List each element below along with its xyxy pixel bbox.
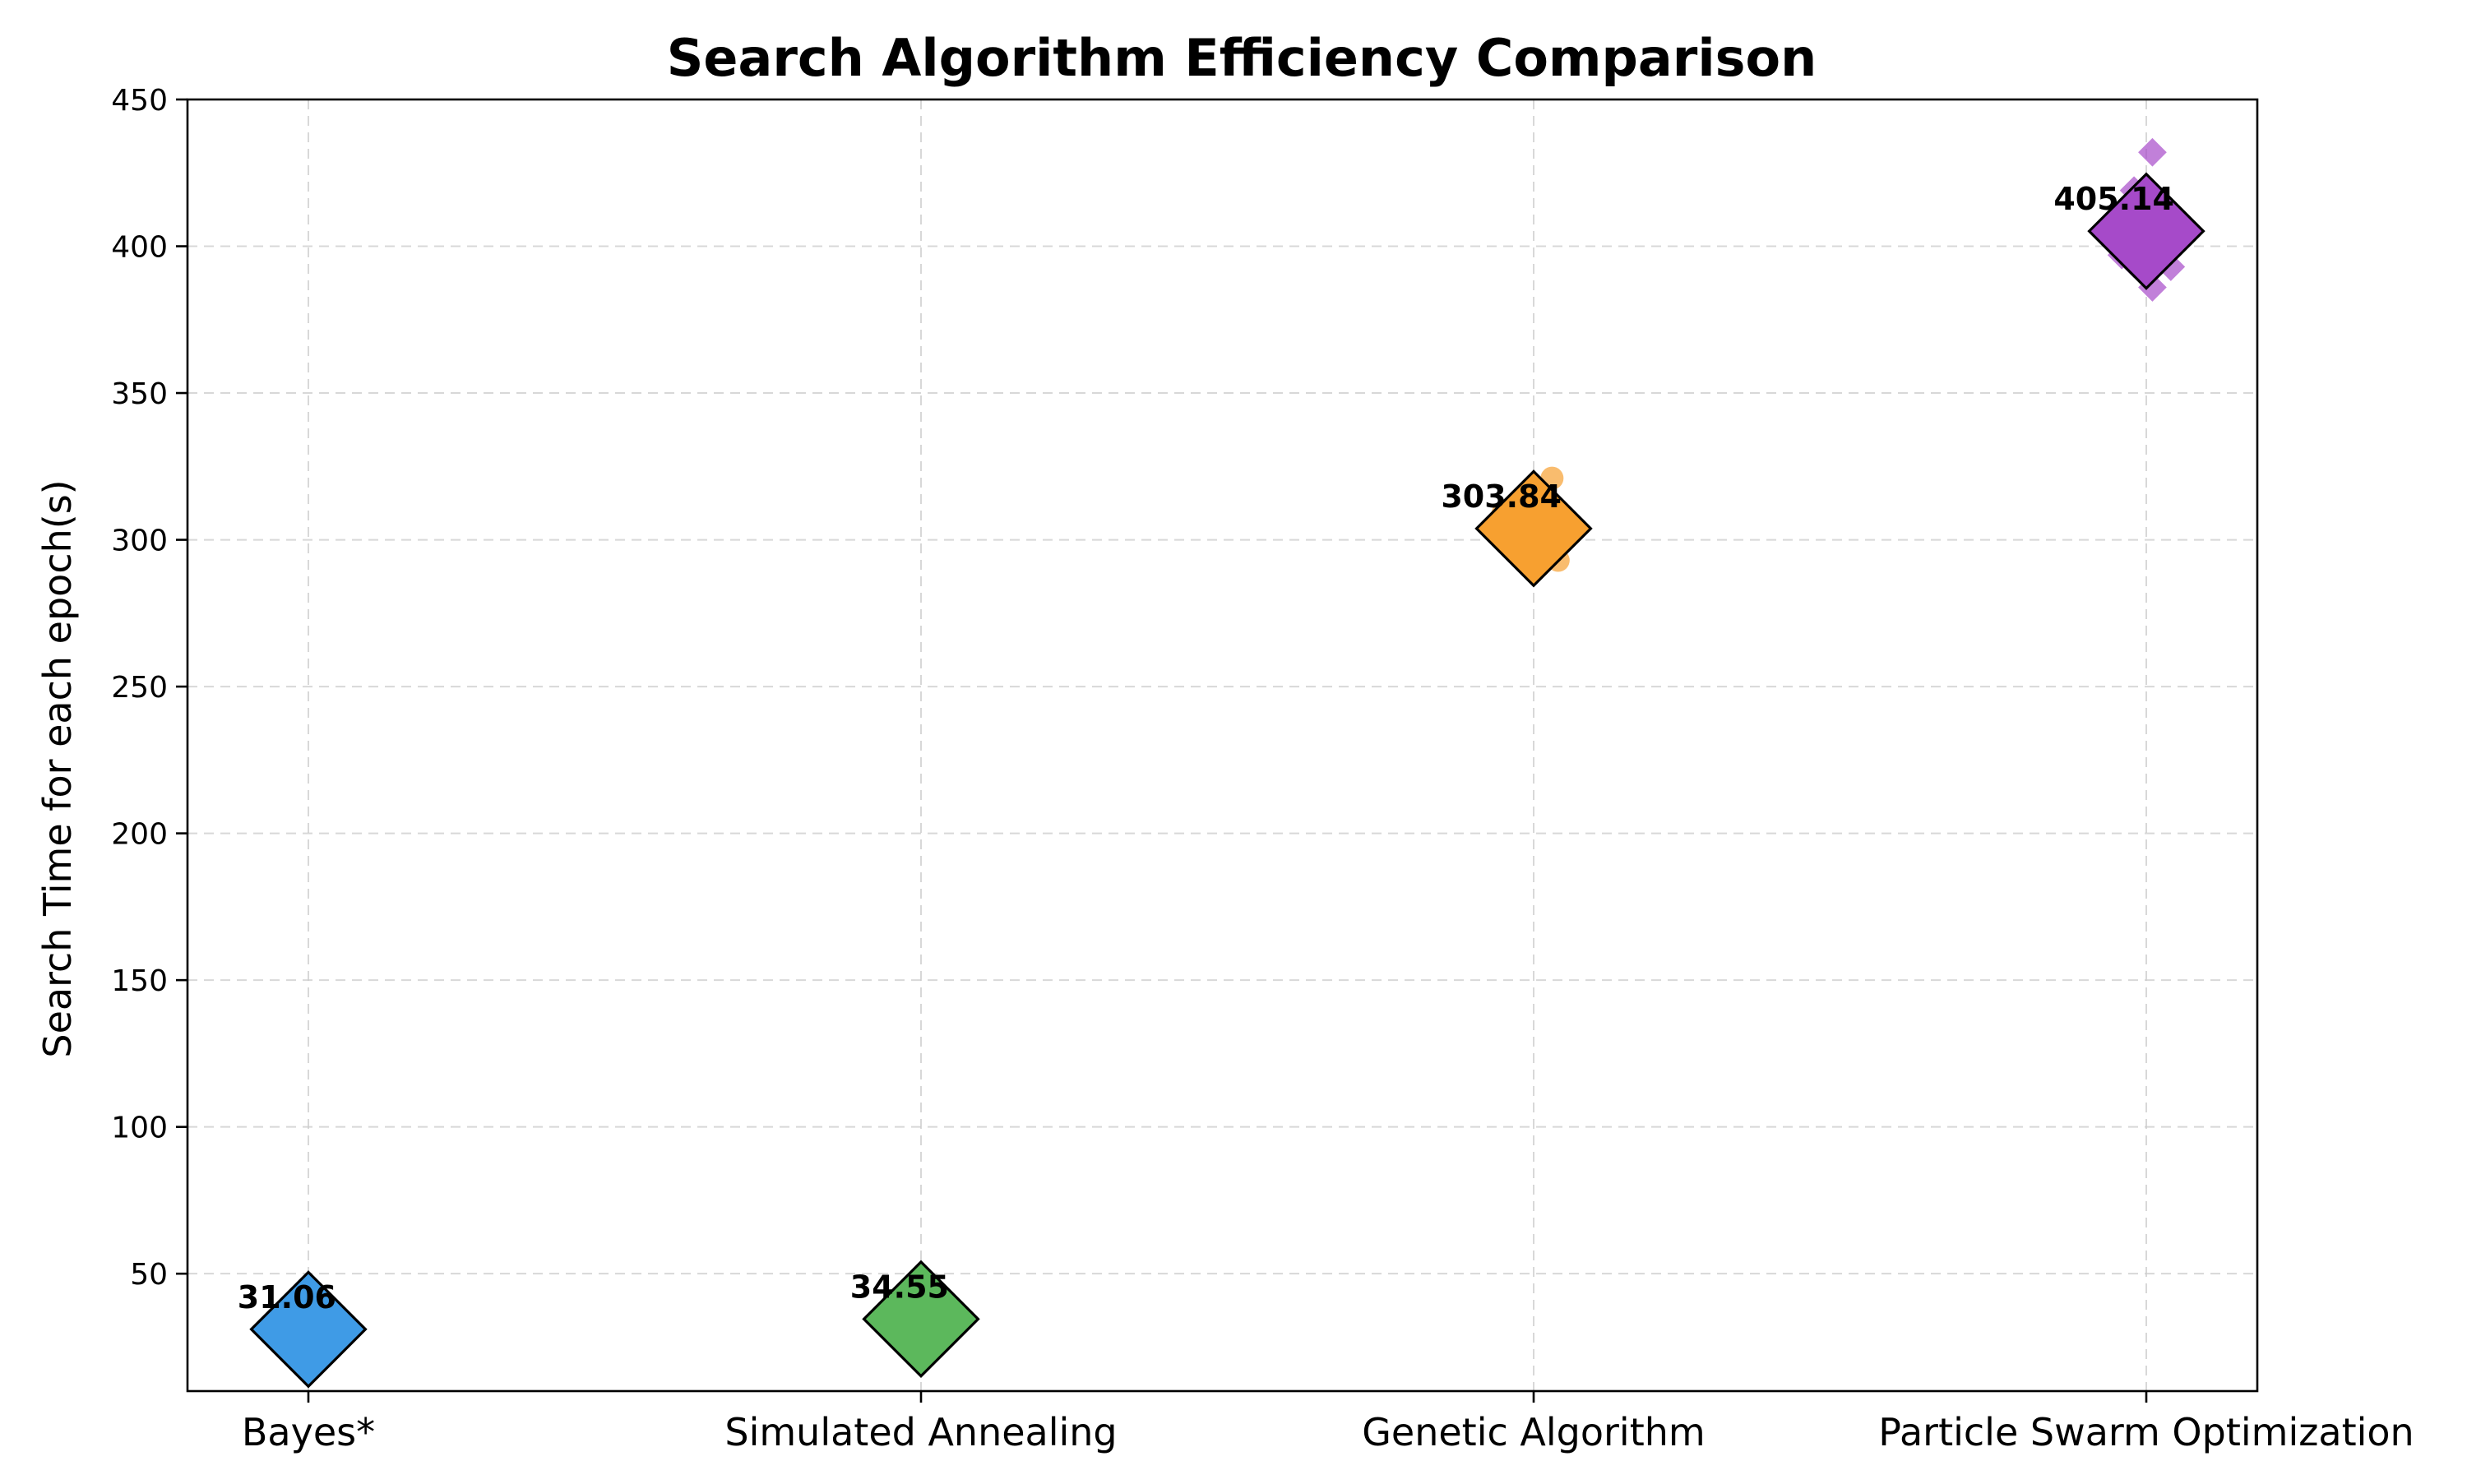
mean-marker-2 <box>1474 469 1593 588</box>
y-tick-label-2: 150 <box>111 964 168 998</box>
x-tick-label-2: Genetic Algorithm <box>1362 1410 1705 1454</box>
mean-label-0: 31.06 <box>238 1279 336 1315</box>
mean-label-3: 405.14 <box>2053 181 2174 217</box>
mean-labels: 31.06 34.55 303.84 405.14 <box>238 181 2174 1315</box>
x-tick-label-0: Bayes* <box>242 1410 375 1454</box>
plot-frame <box>186 98 2259 1393</box>
x-tick-label-3: Particle Swarm Optimization <box>1878 1410 2414 1454</box>
data-points <box>263 137 2186 1343</box>
y-tick-label-7: 400 <box>111 231 168 265</box>
y-axis-ticks: 50 100 150 200 250 300 350 400 450 <box>111 84 187 1292</box>
grid-layer <box>187 99 2257 1391</box>
point-3-7 <box>2156 252 2186 281</box>
y-tick-label-8: 450 <box>111 84 168 118</box>
y-tick-label-1: 100 <box>111 1112 168 1145</box>
chart-title: Search Algorithm Efficiency Comparison <box>667 28 1817 88</box>
y-tick-label-0: 50 <box>130 1258 168 1292</box>
mean-label-1: 34.55 <box>850 1269 949 1305</box>
mean-label-2: 303.84 <box>1441 478 1562 515</box>
y-tick-label-4: 250 <box>111 671 168 705</box>
mean-marker-3 <box>2087 172 2205 290</box>
mean-marker-0 <box>249 1270 368 1389</box>
mean-marker-1 <box>862 1260 980 1379</box>
x-axis-ticks: Bayes* Simulated Annealing Genetic Algorit… <box>242 1391 2414 1454</box>
y-axis-label: Search Time for each epoch(s) <box>35 479 80 1057</box>
y-tick-label-6: 350 <box>111 377 168 411</box>
y-tick-label-5: 300 <box>111 525 168 558</box>
mean-markers <box>249 172 2205 1389</box>
x-tick-label-1: Simulated Annealing <box>724 1410 1117 1454</box>
y-tick-label-3: 200 <box>111 818 168 852</box>
point-3-8 <box>2138 273 2167 302</box>
point-3-0 <box>2138 137 2167 167</box>
